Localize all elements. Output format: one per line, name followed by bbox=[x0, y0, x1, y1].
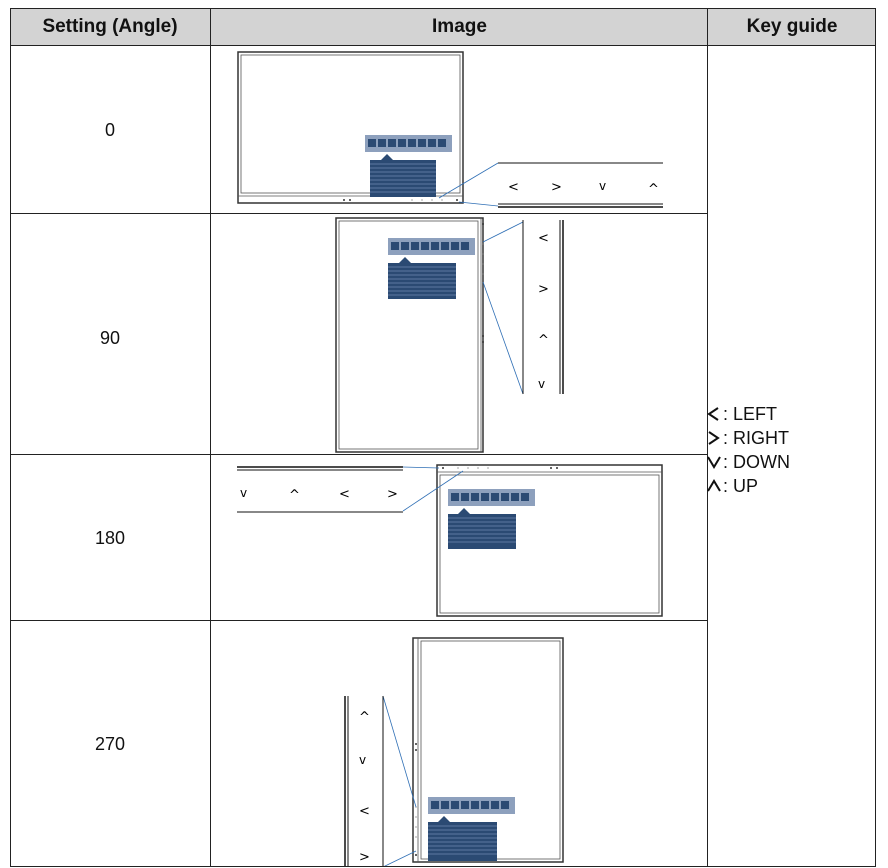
osd-menu-bar bbox=[428, 797, 515, 814]
key-guide-text: : UP bbox=[723, 476, 759, 496]
key-label: ^ bbox=[648, 182, 659, 197]
chevron-left-icon bbox=[707, 407, 719, 421]
monitor-image-180: v ^ < > bbox=[211, 455, 708, 620]
key-label: v bbox=[240, 486, 247, 500]
key-callout: v ^ < > bbox=[237, 466, 403, 513]
key-guide-legend: : LEFT : RIGHT : DOWN : UP bbox=[706, 402, 790, 498]
key-label: ^ bbox=[289, 488, 300, 503]
header-setting-angle: Setting (Angle) bbox=[42, 16, 178, 37]
header-key-guide: Key guide bbox=[746, 16, 838, 37]
key-label: < bbox=[339, 487, 350, 502]
header-image: Image bbox=[432, 16, 487, 37]
key-callout: < > ^ v bbox=[522, 220, 564, 394]
angle-value: 180 bbox=[94, 528, 126, 548]
monitor-image-270: ^ v < > bbox=[211, 621, 708, 867]
osd-menu-bar bbox=[388, 238, 475, 255]
key-guide-text: : RIGHT bbox=[723, 428, 789, 448]
key-label: < bbox=[538, 231, 549, 246]
key-label: > bbox=[359, 850, 370, 865]
angle-value: 270 bbox=[94, 734, 126, 754]
angle-value: 0 bbox=[104, 120, 115, 140]
osd-menu-panel bbox=[370, 160, 436, 197]
angle-value: 90 bbox=[99, 328, 121, 348]
osd-menu-panel bbox=[388, 263, 456, 299]
table-border bbox=[10, 8, 876, 867]
key-guide-item: : LEFT bbox=[706, 402, 790, 426]
osd-menu-bar bbox=[365, 135, 452, 152]
row-divider bbox=[10, 454, 707, 455]
key-callout: < > v ^ bbox=[498, 162, 663, 208]
row-divider bbox=[10, 45, 876, 46]
chevron-up-icon bbox=[707, 479, 721, 492]
key-label: > bbox=[387, 487, 398, 502]
key-guide-item: : UP bbox=[706, 474, 790, 498]
key-guide-item: : RIGHT bbox=[706, 426, 790, 450]
osd-menu-panel bbox=[448, 514, 516, 549]
key-label: > bbox=[551, 180, 562, 195]
row-divider bbox=[10, 213, 707, 214]
key-label: ^ bbox=[359, 710, 370, 725]
monitor-image-0: < > v ^ bbox=[211, 46, 708, 213]
key-label: v bbox=[538, 377, 545, 391]
key-label: v bbox=[359, 753, 366, 767]
key-guide-item: : DOWN bbox=[706, 450, 790, 474]
key-label: ^ bbox=[538, 333, 549, 348]
table-header-row: Setting (Angle) Image Key guide bbox=[10, 8, 876, 45]
rotation-table: Setting (Angle) Image Key guide 0 90 180… bbox=[10, 8, 876, 867]
key-label: v bbox=[599, 179, 606, 193]
row-divider bbox=[10, 620, 707, 621]
key-guide-text: : LEFT bbox=[723, 404, 778, 424]
key-guide-text: : DOWN bbox=[723, 452, 790, 472]
osd-menu-bar bbox=[448, 489, 535, 506]
column-divider bbox=[707, 8, 708, 867]
key-label: < bbox=[359, 804, 370, 819]
chevron-down-icon bbox=[707, 456, 721, 469]
column-divider bbox=[210, 8, 211, 867]
key-label: < bbox=[508, 180, 519, 195]
monitor-image-90: < > ^ v bbox=[211, 214, 708, 454]
key-label: > bbox=[538, 282, 549, 297]
osd-menu-panel bbox=[428, 822, 497, 861]
chevron-right-icon bbox=[708, 431, 720, 445]
key-callout: ^ v < > bbox=[344, 696, 384, 867]
